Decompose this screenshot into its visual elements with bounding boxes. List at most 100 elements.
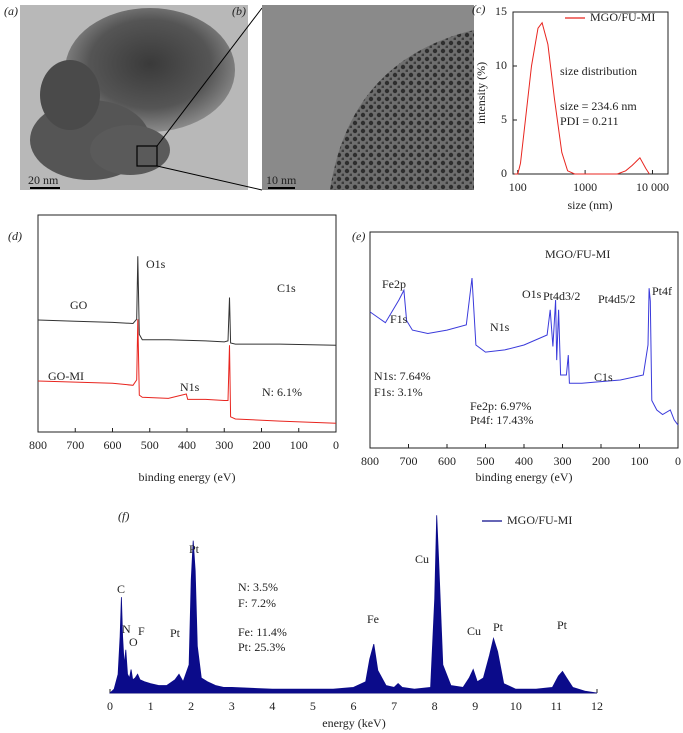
x-tick-label: 0: [107, 699, 113, 713]
annotation: O1s: [146, 257, 166, 271]
x-tick-label: 6: [351, 699, 357, 713]
annotation: N: 6.1%: [262, 385, 302, 399]
panel-label: (e): [352, 229, 365, 243]
annotation: N1s: 7.64%: [374, 369, 431, 383]
series-area: [108, 515, 598, 694]
x-tick-label: 400: [178, 438, 196, 452]
x-tick-label: 700: [400, 454, 418, 468]
legend-label: MGO/FU-MI: [590, 10, 655, 24]
series-line: [37, 319, 337, 424]
x-tick-label: 0: [333, 438, 339, 452]
x-tick-label: 100: [290, 438, 308, 452]
x-axis-label: size (nm): [568, 198, 613, 212]
x-tick-label: 2: [188, 699, 194, 713]
x-tick-label: 500: [477, 454, 495, 468]
x-tick-label: 7: [391, 699, 397, 713]
x-tick-label: 10: [510, 699, 522, 713]
annotation: Pt: 25.3%: [238, 640, 285, 654]
y-tick-label: 5: [501, 112, 507, 126]
annotation: Cu: [415, 552, 429, 566]
annotation: F: 7.2%: [238, 596, 276, 610]
x-tick-label: 4: [269, 699, 275, 713]
annotation: Fe: [367, 612, 379, 626]
x-tick-label: 8: [432, 699, 438, 713]
panel-label: (c): [472, 2, 485, 16]
y-tick-label: 10: [495, 58, 507, 72]
annotation: Pt: [189, 542, 200, 556]
tem-image-a: 20 nm (a): [4, 4, 248, 190]
annotation: F1s: [390, 312, 408, 326]
x-tick-label: 600: [104, 438, 122, 452]
annotation: N1s: [180, 380, 200, 394]
annotation: Pt: [557, 618, 568, 632]
x-tick-label: 12: [591, 699, 603, 713]
annotation: Pt4d3/2: [543, 289, 580, 303]
x-tick-label: 300: [554, 454, 572, 468]
x-tick-label: 5: [310, 699, 316, 713]
x-tick-label: 100: [631, 454, 649, 468]
x-tick-label: 100: [509, 180, 527, 194]
annotation: C1s: [277, 281, 296, 295]
annotation: Pt4d5/2: [598, 292, 635, 306]
x-axis-label: binding energy (eV): [138, 470, 235, 484]
x-tick-label: 1000: [573, 180, 597, 194]
zoom-line: [156, 165, 263, 191]
x-tick-label: 10 000: [636, 180, 669, 194]
zoom-line: [156, 7, 263, 147]
x-tick-label: 11: [551, 699, 563, 713]
x-tick-label: 800: [29, 438, 47, 452]
tem-image-b: 10 nm (b): [232, 4, 474, 190]
y-tick-label: 0: [501, 166, 507, 180]
annotation: O: [129, 635, 138, 649]
plot-frame: [37, 214, 337, 433]
annotation: N: [122, 622, 131, 636]
series-line: [514, 21, 650, 175]
panel-label: (b): [232, 4, 246, 18]
legend-label: MGO/FU-MI: [545, 247, 610, 261]
annotation: Pt4f: 17.43%: [470, 413, 533, 427]
x-tick-label: 800: [361, 454, 379, 468]
x-tick-label: 200: [253, 438, 271, 452]
panel-label: (d): [8, 229, 22, 243]
x-tick-label: 600: [438, 454, 456, 468]
scale-bar-label: 20 nm: [28, 173, 59, 187]
scale-bar-label: 10 nm: [266, 173, 297, 187]
x-tick-label: 400: [515, 454, 533, 468]
annotation: Fe2p: 6.97%: [470, 399, 531, 413]
x-tick-label: 3: [229, 699, 235, 713]
annotation: Fe2p: [382, 277, 406, 291]
y-axis-label: intensity (%): [474, 62, 488, 124]
panel-label: (a): [4, 4, 18, 18]
annotation: F1s: 3.1%: [374, 385, 423, 399]
annotation: F: [138, 624, 145, 638]
annotation: Cu: [467, 624, 481, 638]
legend-label: MGO/FU-MI: [507, 513, 572, 527]
y-tick-label: 15: [495, 4, 507, 18]
x-tick-label: 9: [472, 699, 478, 713]
x-tick-label: 1: [148, 699, 154, 713]
annotation: N1s: [490, 320, 510, 334]
series-label: GO-MI: [48, 369, 84, 383]
annotation: N: 3.5%: [238, 580, 278, 594]
x-tick-label: 200: [592, 454, 610, 468]
annotation: C: [117, 582, 125, 596]
annotation: Pt4f: [652, 284, 672, 298]
annotation: PDI = 0.211: [560, 114, 619, 128]
x-axis-label: binding energy (eV): [475, 470, 572, 484]
x-tick-label: 500: [141, 438, 159, 452]
annotation: Pt: [493, 620, 504, 634]
series-label: GO: [70, 298, 88, 312]
series-line: [37, 256, 337, 346]
annotation: size = 234.6 nm: [560, 99, 637, 113]
x-tick-label: 0: [675, 454, 681, 468]
annotation: Fe: 11.4%: [238, 625, 287, 639]
annotation: Pt: [170, 626, 181, 640]
annotation: C1s: [594, 370, 613, 384]
panel-label: (f): [118, 509, 129, 523]
annotation: O1s: [522, 287, 542, 301]
series-line: [369, 277, 679, 426]
x-tick-label: 700: [66, 438, 84, 452]
x-axis-label: energy (keV): [322, 716, 385, 730]
annotation: size distribution: [560, 64, 637, 78]
